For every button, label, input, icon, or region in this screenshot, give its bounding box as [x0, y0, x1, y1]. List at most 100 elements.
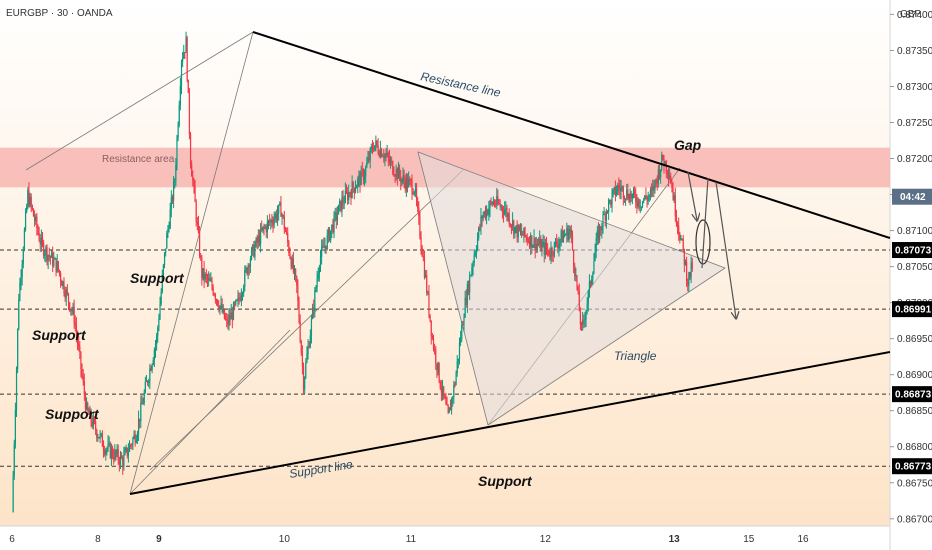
x-tick-label: 8	[95, 534, 101, 545]
candle-body	[23, 229, 26, 250]
candle-body	[556, 240, 558, 246]
candle-body	[324, 245, 326, 248]
candle-body	[511, 220, 514, 227]
candle-body	[676, 223, 679, 226]
price-tag-label: 0.87073	[895, 246, 932, 257]
x-tick-label: 9	[156, 534, 162, 545]
candle-body	[236, 300, 238, 301]
resistance-line[interactable]	[252, 31, 891, 239]
candle-body	[347, 192, 349, 201]
candle-body	[577, 287, 579, 292]
candle-body	[548, 250, 550, 256]
candle-body	[79, 346, 81, 352]
candle-body	[432, 338, 435, 349]
candle-body	[411, 181, 413, 194]
candle-body	[379, 149, 381, 157]
candle-body	[436, 363, 438, 371]
candle-body	[534, 237, 536, 251]
candle-body	[334, 212, 336, 215]
candle-body	[649, 190, 652, 196]
candle-body	[296, 275, 298, 286]
y-tick-label: 0.86700	[897, 514, 932, 525]
candle-body	[533, 237, 535, 246]
candle-body	[235, 300, 237, 305]
candle-body	[333, 214, 335, 232]
candle-body	[609, 200, 611, 201]
candle-body	[439, 381, 441, 389]
candle-body	[266, 221, 268, 233]
y-tick-label: 0.86900	[897, 370, 932, 381]
candle-body	[617, 184, 619, 192]
candle-body	[260, 228, 262, 245]
candle-body	[200, 255, 202, 258]
candle-body	[65, 289, 67, 298]
candle-body	[671, 183, 673, 189]
candle-body	[417, 201, 419, 208]
candle-body	[662, 155, 664, 160]
candle-body	[446, 404, 448, 406]
candle-body	[197, 223, 200, 232]
candle-body	[45, 247, 47, 255]
candle-body	[667, 174, 670, 178]
candle-body	[632, 189, 635, 195]
candle-body	[410, 179, 412, 182]
price-axis[interactable]: 0.87400 0.87350 0.87300 0.87250 0.87200 0.871…	[890, 10, 932, 525]
candle-body	[84, 394, 87, 410]
candle-body	[508, 213, 510, 225]
candle-body	[438, 362, 440, 382]
candle-body	[368, 157, 370, 161]
candle-body	[76, 334, 79, 344]
candle-body	[306, 354, 308, 363]
candle-body	[337, 204, 340, 215]
candle-body	[283, 216, 285, 230]
candle-body	[592, 273, 594, 280]
candle-body	[128, 444, 131, 452]
support-line[interactable]	[129, 351, 891, 495]
candle-body	[211, 280, 213, 288]
candle-body	[462, 324, 464, 326]
candle-body	[539, 238, 541, 245]
candle-body	[58, 270, 61, 274]
candle-body	[478, 227, 480, 238]
candle-body	[132, 438, 134, 445]
candle-body	[578, 291, 580, 311]
candle-body	[482, 214, 484, 219]
candle-body	[606, 210, 609, 213]
candle-body	[398, 167, 401, 177]
candle-body	[18, 299, 20, 329]
candle-body	[74, 323, 76, 326]
candle-body	[583, 319, 585, 321]
candle-body	[647, 196, 649, 201]
candle-body	[323, 245, 325, 248]
candle-body	[345, 190, 348, 193]
candle-body	[397, 167, 400, 179]
candle-body	[466, 284, 468, 305]
candle-body	[587, 290, 589, 304]
candle-body	[654, 179, 656, 191]
candle-body	[219, 306, 221, 310]
candle-body	[454, 384, 456, 386]
candle-body	[238, 297, 240, 299]
candle-body	[377, 145, 379, 153]
candle-body	[188, 92, 191, 135]
candle-body	[240, 295, 242, 301]
triangle-label: Triangle	[614, 349, 657, 363]
candle-body	[612, 189, 614, 194]
candle-body	[374, 145, 376, 150]
time-axis[interactable]: 6 8 9 10 11 12 13 15 16	[9, 534, 809, 545]
candle-body	[506, 208, 508, 217]
candle-body	[537, 244, 540, 246]
candle-body	[470, 275, 472, 276]
candle-body	[675, 215, 678, 224]
candle-body	[552, 254, 554, 256]
candle-body	[92, 417, 94, 427]
candle-body	[124, 450, 126, 455]
candle-body	[644, 195, 646, 200]
candle-body	[332, 224, 334, 232]
candle-body	[170, 197, 172, 210]
candle-body	[343, 202, 345, 204]
candle-body	[71, 310, 73, 312]
candle-body	[404, 181, 406, 190]
candle-body	[524, 227, 526, 236]
